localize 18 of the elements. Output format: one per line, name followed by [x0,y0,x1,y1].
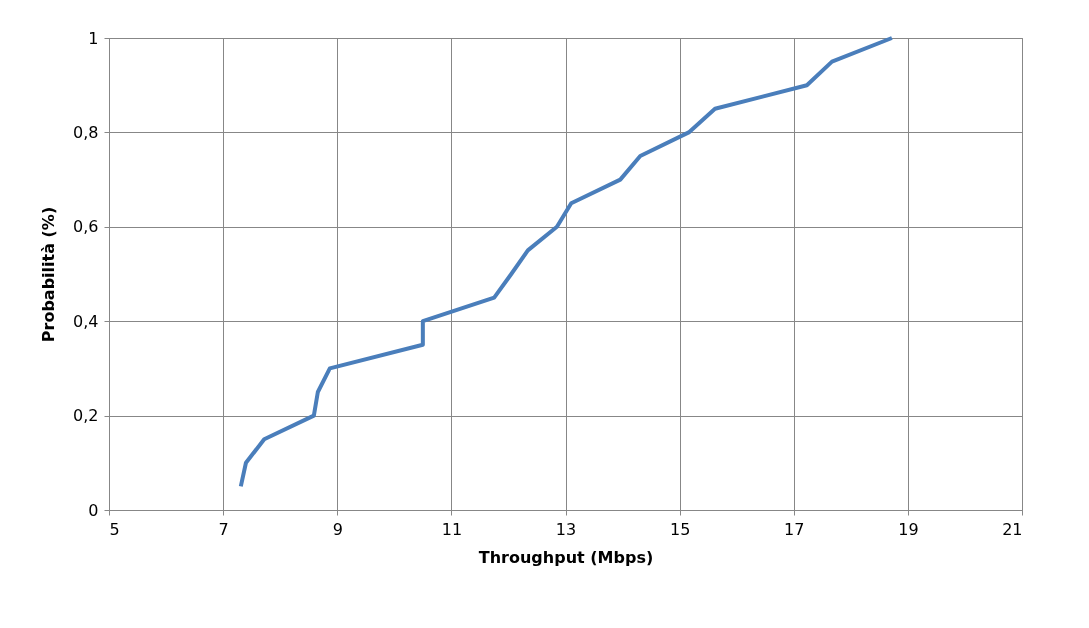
x-tick-label: 21 [1002,519,1023,539]
x-axis-title: Throughput (Mbps) [478,547,654,567]
y-tick-label: 0 [88,500,99,520]
y-axis-title: Probabilità (%) [39,206,59,343]
y-tick-label: 0,4 [73,311,99,331]
line-series [238,36,894,489]
y-tick-label: 1 [88,28,99,48]
x-tick-label: 11 [441,519,463,539]
x-tick-label: 13 [555,519,577,539]
y-tick-label: 0,2 [73,406,99,426]
x-tick-label: 19 [898,519,919,539]
x-tick-label: 7 [218,519,229,539]
x-tick-label: 17 [784,519,805,539]
x-tick-label: 5 [109,519,120,539]
y-tick-label: 0,8 [73,122,99,142]
x-tick-label: 9 [332,519,343,539]
x-tick-label: 15 [669,519,691,539]
y-tick-label: 0,6 [73,217,99,237]
